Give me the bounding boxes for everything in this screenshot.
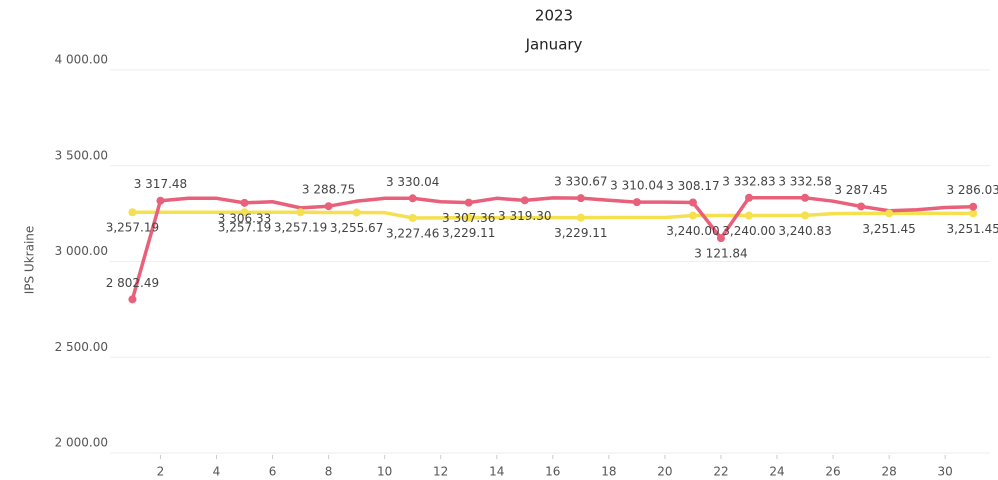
data-label: 3,240.00 [722,224,775,238]
point [857,202,866,211]
x-tick-label: 10 [377,465,392,479]
y-tick-label: 2 500.00 [55,340,108,354]
series-line [130,195,974,300]
data-label: 3 317.48 [134,177,187,191]
data-label: 3,257.19 [218,221,271,235]
data-label: 3 330.67 [554,175,607,189]
data-label: 3 288.75 [302,183,355,197]
x-tick-label: 28 [881,465,896,479]
data-label: 3 286.03 [946,183,998,197]
x-tick-label: 12 [433,465,448,479]
x-tick-label: 22 [713,465,728,479]
y-axis-label: IPS Ukraine [23,226,37,295]
point [576,194,585,203]
data-label: 3 287.45 [834,183,887,197]
point [576,213,585,222]
point [464,213,473,222]
point [969,209,978,218]
point [128,208,137,217]
data-label: 3 306.33 [218,211,271,225]
point [801,211,810,220]
point [240,208,249,217]
data-label: 3,255.67 [330,221,383,235]
y-tick-label: 3 500.00 [55,148,108,162]
point [128,295,137,304]
point [324,202,333,211]
data-label: 3,229.11 [554,226,607,240]
data-label: 3 308.17 [666,179,719,193]
point [464,198,473,207]
data-label: 2 802.49 [106,276,159,290]
chart-title: 2023 [535,7,573,25]
point [801,193,810,202]
data-label: 3,227.46 [386,226,439,240]
point [688,211,697,220]
x-tick-label: 30 [938,465,953,479]
point [352,208,361,217]
data-label: 3 330.04 [386,175,439,189]
point [240,198,249,207]
point [408,194,417,203]
x-tick-label: 26 [825,465,840,479]
data-label: 3,240.00 [666,224,719,238]
data-label: 3 310.04 [610,179,663,193]
chart-subtitle: January [525,36,583,54]
data-label: 3,229.11 [442,226,495,240]
data-label: 3,240.83 [778,224,831,238]
data-label: 3 307.36 [442,211,495,225]
point [744,193,753,202]
point [520,196,529,205]
x-tick-label: 2 [157,465,165,479]
point [408,213,417,222]
point [156,196,165,205]
x-tick-label: 14 [489,465,504,479]
data-label: 3,257.19 [274,221,327,235]
y-tick-label: 2 000.00 [55,436,108,450]
x-tick-label: 8 [325,465,333,479]
y-tick-label: 4 000.00 [55,53,108,67]
point [716,234,725,243]
x-tick-label: 4 [213,465,221,479]
data-label: 3,257.19 [106,221,159,235]
point [688,198,697,207]
y-tick-label: 3 000.00 [55,244,108,258]
x-tick-label: 20 [657,465,672,479]
point [885,209,894,218]
data-label: 3 332.83 [722,174,775,188]
point [296,208,305,217]
data-label: 3 121.84 [694,247,747,261]
x-tick-label: 16 [545,465,560,479]
data-label: 3 319.30 [498,209,551,223]
series-line [132,210,974,220]
x-tick-label: 6 [269,465,277,479]
point [632,198,641,207]
point [969,202,978,211]
x-tick-label: 18 [601,465,616,479]
data-label: 3,251.45 [946,222,998,236]
x-tick-label: 24 [769,465,784,479]
data-label: 3,251.45 [862,222,915,236]
data-label: 3 332.58 [778,174,831,188]
point [744,211,753,220]
